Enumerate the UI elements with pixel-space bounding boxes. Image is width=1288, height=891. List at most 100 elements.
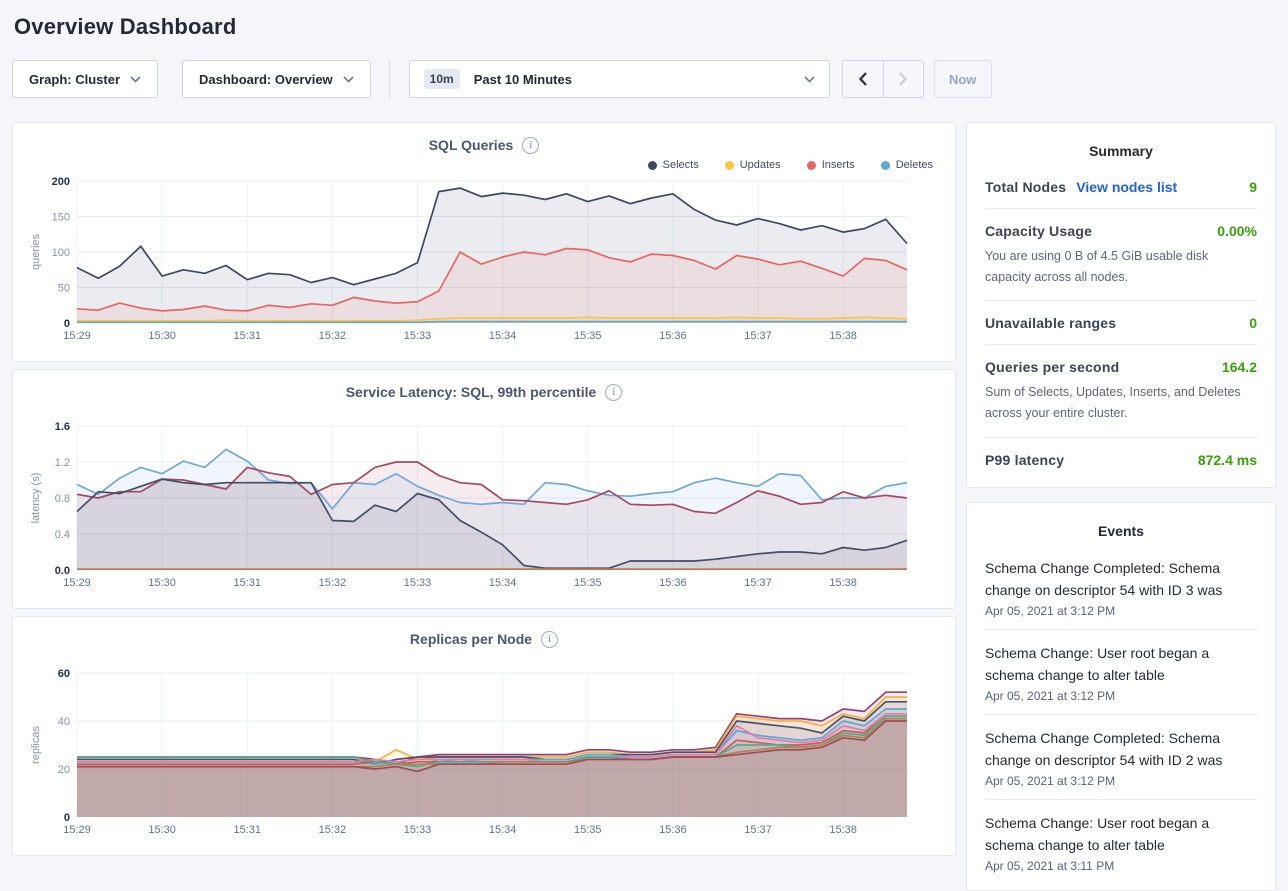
svg-text:100: 100 — [52, 247, 70, 259]
legend-dot — [881, 161, 890, 170]
time-range-label: Past 10 Minutes — [474, 72, 572, 87]
time-next-button[interactable] — [883, 61, 923, 97]
dashboard-dropdown[interactable]: Dashboard: Overview — [182, 60, 371, 98]
chevron-down-icon — [130, 76, 141, 83]
legend-dot — [807, 161, 816, 170]
event-item[interactable]: Schema Change Completed: Schema change o… — [985, 545, 1257, 629]
svg-text:15:33: 15:33 — [404, 577, 432, 589]
svg-text:replicas: replicas — [30, 726, 42, 764]
svg-text:150: 150 — [52, 212, 70, 224]
summary-panel: Summary Total Nodes View nodes list 9 Ca… — [966, 122, 1276, 488]
chart-title: Service Latency: SQL, 99th percentile — [346, 384, 597, 400]
event-item[interactable]: Schema Change Completed: Schema change o… — [985, 714, 1257, 799]
event-item[interactable]: Schema Change: User root began a schema … — [985, 629, 1257, 714]
svg-text:1.2: 1.2 — [55, 457, 70, 469]
svg-text:20: 20 — [58, 764, 70, 776]
svg-text:latency (s): latency (s) — [30, 473, 42, 524]
svg-text:50: 50 — [58, 283, 70, 295]
legend-label: Deletes — [896, 159, 933, 171]
legend-label: Updates — [740, 159, 781, 171]
svg-text:15:36: 15:36 — [659, 824, 687, 836]
graph-dropdown[interactable]: Graph: Cluster — [12, 60, 158, 98]
event-timestamp: Apr 05, 2021 at 3:11 PM — [985, 859, 1257, 873]
svg-text:15:33: 15:33 — [404, 330, 432, 342]
chart-title: Replicas per Node — [410, 631, 532, 647]
graph-dropdown-label: Graph: Cluster — [29, 72, 120, 87]
svg-text:15:34: 15:34 — [489, 577, 517, 589]
svg-text:1.6: 1.6 — [55, 421, 70, 433]
svg-text:queries: queries — [30, 233, 42, 270]
svg-text:15:37: 15:37 — [744, 330, 772, 342]
time-prev-button[interactable] — [843, 61, 883, 97]
event-item[interactable]: Schema Change: User root began a schema … — [985, 799, 1257, 884]
svg-text:15:35: 15:35 — [574, 577, 602, 589]
svg-text:60: 60 — [58, 668, 70, 680]
svg-text:15:31: 15:31 — [233, 577, 261, 589]
svg-text:15:30: 15:30 — [148, 824, 176, 836]
time-range-badge: 10m — [424, 69, 460, 89]
svg-text:15:29: 15:29 — [63, 824, 91, 836]
event-message: Schema Change: User root began a schema … — [985, 812, 1257, 856]
now-button[interactable]: Now — [934, 60, 992, 98]
legend-item-selects: Selects — [648, 159, 699, 171]
events-list: Schema Change Completed: Schema change o… — [985, 545, 1257, 885]
chevron-down-icon — [804, 76, 815, 83]
svg-text:15:37: 15:37 — [744, 577, 772, 589]
info-icon[interactable]: i — [605, 384, 622, 401]
view-nodes-list-link[interactable]: View nodes list — [1076, 179, 1177, 195]
info-icon[interactable]: i — [541, 631, 558, 648]
svg-text:0.4: 0.4 — [55, 529, 70, 541]
svg-text:15:31: 15:31 — [233, 824, 261, 836]
svg-text:15:35: 15:35 — [574, 824, 602, 836]
svg-text:15:30: 15:30 — [148, 577, 176, 589]
svg-text:40: 40 — [58, 716, 70, 728]
total-nodes-value: 9 — [1249, 179, 1257, 195]
legend-dot — [648, 161, 657, 170]
svg-text:15:38: 15:38 — [829, 330, 857, 342]
event-message: Schema Change Completed: Schema change o… — [985, 557, 1257, 601]
chart-title-row: Replicas per Node i — [27, 627, 941, 651]
svg-text:15:35: 15:35 — [574, 330, 602, 342]
unavailable-ranges-label: Unavailable ranges — [985, 315, 1116, 331]
qps-caption: Sum of Selects, Updates, Inserts, and De… — [985, 382, 1257, 423]
unavailable-ranges-value: 0 — [1249, 315, 1257, 331]
svg-text:15:34: 15:34 — [489, 330, 517, 342]
event-message: Schema Change Completed: Schema change o… — [985, 727, 1257, 771]
chart-legend: Selects Updates Inserts Deletes — [27, 157, 941, 173]
info-icon[interactable]: i — [522, 137, 539, 154]
svg-text:200: 200 — [52, 176, 70, 188]
event-message: Schema Change: User root began a schema … — [985, 642, 1257, 686]
chart-panel-service-latency: Service Latency: SQL, 99th percentile i … — [12, 369, 956, 609]
svg-text:15:29: 15:29 — [63, 330, 91, 342]
chart-title-row: SQL Queries i — [27, 133, 941, 157]
svg-text:15:34: 15:34 — [489, 824, 517, 836]
capacity-caption: You are using 0 B of 4.5 GiB usable disk… — [985, 246, 1257, 287]
time-range-selector[interactable]: 10m Past 10 Minutes — [409, 60, 830, 98]
legend-label: Inserts — [822, 159, 855, 171]
p99-latency-label: P99 latency — [985, 452, 1064, 468]
main-content: SQL Queries i Selects Updates Inserts Delet… — [12, 122, 1276, 891]
svg-text:15:32: 15:32 — [319, 577, 347, 589]
events-panel: Events Schema Change Completed: Schema c… — [966, 502, 1276, 891]
svg-text:0: 0 — [64, 318, 70, 330]
summary-row-p99-latency: P99 latency 872.4 ms — [985, 438, 1257, 481]
svg-text:15:38: 15:38 — [829, 577, 857, 589]
svg-text:0: 0 — [64, 812, 70, 824]
svg-text:0.0: 0.0 — [55, 565, 70, 577]
divider — [389, 60, 390, 98]
chart-title-row: Service Latency: SQL, 99th percentile i — [27, 380, 941, 404]
event-timestamp: Apr 05, 2021 at 3:12 PM — [985, 774, 1257, 788]
svg-text:15:36: 15:36 — [659, 330, 687, 342]
p99-latency-value: 872.4 ms — [1198, 452, 1257, 468]
summary-row-total-nodes: Total Nodes View nodes list 9 — [985, 165, 1257, 209]
summary-row-unavailable-ranges: Unavailable ranges 0 — [985, 301, 1257, 345]
svg-text:15:29: 15:29 — [63, 577, 91, 589]
capacity-value: 0.00% — [1217, 223, 1257, 239]
event-timestamp: Apr 05, 2021 at 3:12 PM — [985, 604, 1257, 618]
summary-row-capacity: Capacity Usage 0.00% You are using 0 B o… — [985, 209, 1257, 301]
